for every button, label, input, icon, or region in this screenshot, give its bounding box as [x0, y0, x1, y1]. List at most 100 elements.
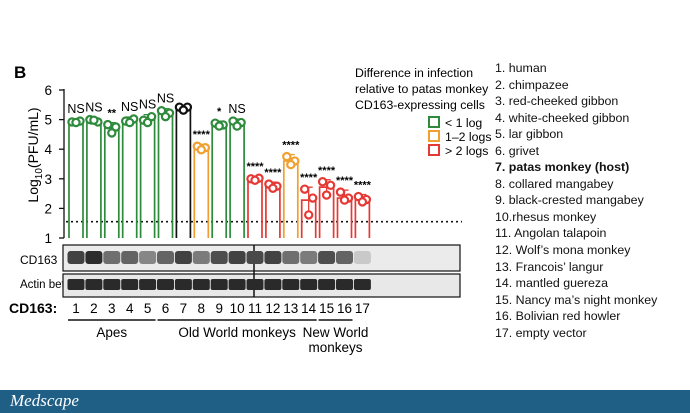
species-item: 15. Nancy ma’s night monkey	[495, 292, 658, 307]
bar	[193, 146, 210, 238]
data-point	[335, 187, 346, 197]
bar-group: **	[103, 108, 121, 238]
y-tick-label: 3	[44, 172, 52, 187]
significance-label: NS	[85, 101, 102, 115]
legend-label: 1–2 logs	[445, 130, 492, 144]
bar-group: ****	[282, 140, 300, 238]
y-axis-label: Log10(PFU/mL)	[25, 107, 45, 202]
species-item: 6. grivet	[495, 143, 540, 158]
data-point	[325, 180, 336, 191]
cd163-band	[300, 251, 318, 264]
data-point	[178, 105, 189, 115]
data-point	[282, 151, 292, 162]
x-tick-label: 8	[198, 301, 206, 316]
bar-group: ****	[335, 175, 354, 238]
bar	[229, 122, 245, 238]
significance-label: NS	[157, 92, 174, 106]
bar	[282, 160, 299, 238]
x-tick-label: 14	[301, 301, 317, 316]
cd163-band	[246, 251, 264, 264]
actin-band	[121, 279, 139, 290]
cd163-band	[264, 251, 282, 264]
species-item: 11. Angolan talapoin	[495, 226, 607, 241]
bar	[157, 112, 174, 238]
actin-band	[157, 279, 174, 290]
significance-label: ****	[300, 172, 318, 184]
x-tick-label: 2	[90, 301, 98, 316]
bracket-label: Apes	[96, 325, 127, 340]
legend-title-line-2: relative to patas monkey	[355, 82, 489, 96]
bar	[211, 123, 228, 238]
legend-swatch	[428, 130, 440, 142]
significance-label: ****	[282, 140, 300, 152]
data-point	[308, 193, 318, 203]
species-item: 17. empty vector	[495, 325, 587, 340]
bar-group: ****	[264, 167, 282, 238]
data-point	[124, 117, 135, 128]
actin-band	[228, 279, 246, 290]
actin-band	[264, 279, 282, 290]
actin-band	[300, 279, 318, 290]
species-item: 16. Bolivian red howler	[495, 309, 621, 324]
data-point	[89, 115, 99, 125]
bar	[121, 120, 138, 238]
blot-row-label-actin: Actin beta	[20, 279, 72, 291]
legend-title-line-3: CD163-expressing cells	[355, 98, 485, 112]
bracket-label-line-2: monkeys	[309, 340, 363, 355]
bar-group: NS	[120, 100, 139, 238]
x-tick-label: 17	[355, 301, 370, 316]
species-item: 2. chimpazee	[495, 77, 569, 92]
bar-group: NS	[85, 101, 103, 238]
species-item: 12. Wolf’s mona monkey	[495, 243, 631, 258]
legend-label: > 2 logs	[445, 144, 488, 158]
legend-label: < 1 log	[445, 116, 482, 130]
cd163-band	[353, 251, 371, 264]
data-point	[250, 175, 260, 185]
data-point	[286, 159, 296, 170]
species-item: 5. lar gibbon	[495, 127, 564, 142]
significance-label: **	[108, 108, 117, 120]
bar-group: ****	[192, 129, 211, 238]
footer-bar: Medscape	[0, 390, 690, 413]
cd163-band	[228, 251, 246, 264]
data-point	[357, 197, 368, 207]
significance-label: *	[217, 106, 222, 118]
data-point	[321, 190, 332, 200]
actin-band	[210, 279, 228, 290]
x-tick-label: 11	[248, 301, 262, 316]
species-key: 1. human 2. chimpazee 3. red-cheeked gibbo…	[495, 60, 657, 341]
actin-band	[174, 279, 192, 290]
significance-label: NS	[67, 102, 84, 116]
y-axis-label-suffix: (PFU/mL)	[25, 107, 41, 168]
x-tick-label: 7	[180, 301, 188, 316]
x-tick-label: 13	[283, 301, 298, 316]
cd163-band	[121, 251, 139, 264]
data-point	[317, 177, 328, 187]
legend-swatch	[428, 144, 440, 156]
y-axis: 1 2 3 4 5 6	[44, 83, 65, 246]
species-item: 14. mantled guereza	[495, 276, 608, 291]
significance-label: ****	[318, 165, 336, 177]
x-tick-label: 10	[230, 301, 245, 316]
x-tick-label: 6	[162, 301, 170, 316]
data-point	[268, 183, 278, 193]
significance-label: ****	[246, 161, 264, 173]
cd163-band	[192, 251, 210, 264]
bar-group: NS	[138, 98, 157, 238]
y-tick-label: 6	[44, 83, 52, 98]
species-item: 7. patas monkey (host)	[495, 160, 630, 175]
data-point	[214, 121, 224, 131]
data-point	[304, 210, 314, 220]
y-tick-label: 5	[44, 113, 52, 128]
species-item: 4. white-cheeked gibbon	[495, 110, 630, 125]
cd163-band	[157, 251, 174, 264]
cd163-band	[103, 251, 121, 264]
significance-label: ****	[354, 180, 372, 192]
y-tick-label: 2	[44, 201, 52, 216]
bar	[139, 119, 156, 238]
x-tick-label: 12	[265, 301, 280, 316]
plot-area: NS NS ** NS NS NS***** NS**** *****************…	[66, 92, 462, 238]
significance-label: ****	[264, 167, 282, 179]
bar-group: NS	[156, 92, 175, 238]
